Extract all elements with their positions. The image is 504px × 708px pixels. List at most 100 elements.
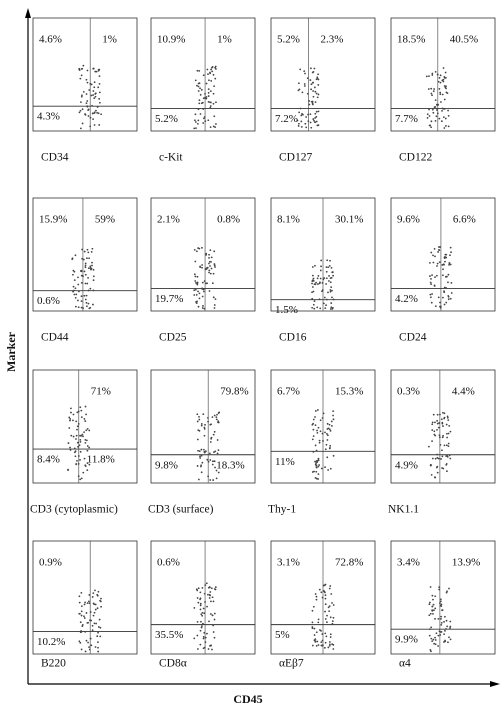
event-dot [430,92,433,95]
event-dot [202,122,205,124]
event-dot [434,305,437,308]
panel: 18.5% 40.5% 7.7% CD122 [390,17,496,164]
event-dot [311,423,314,426]
quadrant-percent: 1% [217,34,232,46]
event-dot [431,640,434,643]
event-dot [330,420,333,423]
event-dot [430,626,433,629]
event-dot [431,423,434,426]
event-dot [311,266,314,268]
event-dot [317,73,320,76]
event-dot [321,633,324,635]
event-dot [298,88,301,91]
event-dot [91,629,94,632]
event-dot [81,623,84,626]
event-dot [441,455,444,458]
event-dot [92,275,95,278]
event-dot [213,451,215,454]
event-dot [309,121,312,124]
event-dot [72,285,75,288]
event-dot [442,67,445,69]
event-dot [430,251,433,254]
event-dot [200,88,203,91]
event-dot [316,429,318,432]
event-dot [211,65,214,68]
event-dot [436,112,439,115]
event-dot [301,91,304,94]
event-dot [443,98,446,101]
event-dot [317,457,320,460]
event-dot [210,261,212,263]
event-dot [210,80,213,82]
event-dot [332,274,335,277]
event-dot [193,289,196,292]
event-dot [437,617,440,620]
event-dot [312,303,315,306]
event-dot [438,588,440,591]
event-dot [428,115,431,117]
event-dot [296,119,299,122]
event-dot [444,76,447,79]
event-dot [328,587,331,590]
event-dot [84,601,86,604]
event-dot [444,71,447,74]
event-dot [442,78,445,81]
panel-frame [32,197,138,312]
event-dot [212,272,215,275]
event-dot [87,289,90,292]
event-dot [79,438,82,441]
event-dot [320,259,323,262]
event-dot [439,413,441,416]
panel: 5.2% 2.3% 7.2% CD127 [270,17,376,164]
event-dot [213,414,216,417]
event-dot [440,458,442,460]
event-dot [311,282,313,285]
panel-label: CD8α [159,658,187,670]
panel-label: α4 [399,658,411,670]
event-dot [73,451,76,454]
event-dot [316,76,319,79]
event-dot [315,470,318,473]
event-dot [93,603,96,606]
event-dot [317,110,320,113]
quadrant-percent: 9.8% [155,459,178,471]
event-dot [332,410,335,413]
event-dot [94,646,97,648]
event-dot [193,637,196,640]
event-dot [312,118,315,120]
event-dot [438,436,441,439]
event-dot [92,118,95,121]
event-dot [72,435,75,438]
event-dot [74,296,77,299]
event-dot [81,433,84,436]
event-dot [198,418,201,421]
event-dot [75,293,78,296]
event-dot [446,416,449,419]
event-dot [439,301,441,304]
event-dot [83,270,86,273]
event-dot [318,464,321,466]
event-dot [431,108,434,111]
event-dot [328,644,331,647]
event-dot [85,93,88,95]
event-dot [297,122,300,125]
event-dot [324,610,326,613]
event-dot [433,609,435,612]
quadrant-percent: 35.5% [155,629,183,641]
event-dot [212,600,215,603]
event-dot [88,257,90,260]
event-dot [206,605,208,608]
event-dot [212,296,215,299]
event-dot [433,642,436,645]
event-dot [80,74,83,77]
event-dot [432,90,435,93]
event-dot [86,602,89,605]
panel: 8.1% 30.1% 1.5% CD16 [270,197,376,344]
event-dot [77,299,79,302]
event-dot [328,275,330,277]
event-dot [328,428,331,431]
event-dot [432,638,435,641]
event-dot [321,639,324,642]
event-dot [88,594,91,596]
event-dot [437,634,440,637]
